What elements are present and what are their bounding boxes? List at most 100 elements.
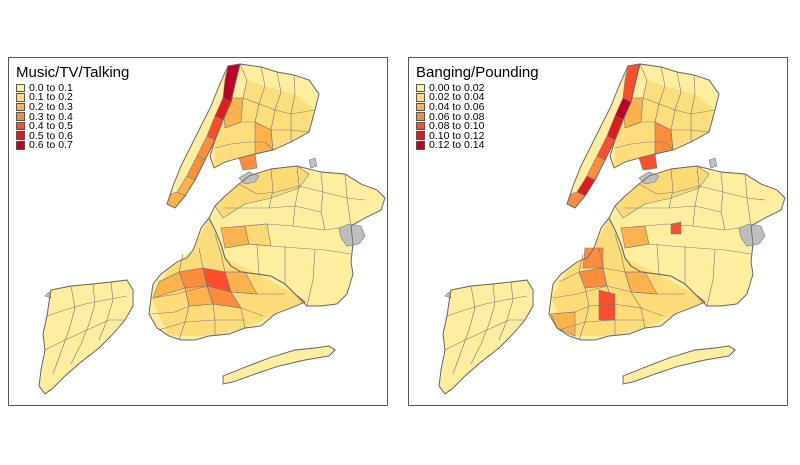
- legend-item: 0.5 to 0.6: [16, 131, 129, 141]
- legend-banging: Banging/Pounding 0.00 to 0.02 0.02 to 0.…: [416, 64, 539, 152]
- district-border: [214, 141, 274, 151]
- district-border: [320, 171, 326, 231]
- no-data-area: [238, 171, 260, 185]
- district-border: [656, 243, 660, 275]
- district-border: [98, 281, 114, 341]
- district-border: [44, 319, 125, 351]
- rockaway-borough-outline: [222, 345, 336, 385]
- district-border: [150, 303, 264, 317]
- no-data-area: [638, 171, 660, 185]
- legend-label: 0.3 to 0.4: [29, 110, 73, 123]
- district-border: [446, 295, 528, 317]
- district-border: [158, 267, 245, 283]
- district-border: [558, 267, 645, 283]
- staten-island-borough-outline: [38, 279, 134, 395]
- legend-swatch: [416, 102, 425, 112]
- rockaway-borough: [222, 345, 336, 385]
- legend-item: 0.6 to 0.7: [16, 140, 129, 151]
- district-border: [706, 249, 716, 307]
- no-data-area: [708, 157, 718, 169]
- choropleth-map-banging: [438, 63, 786, 395]
- legend-swatch: [16, 83, 25, 93]
- manhattan-borough-outline: [566, 63, 641, 209]
- queens-borough-outline: [608, 165, 786, 307]
- legend-item: 0.3 to 0.4: [16, 110, 129, 123]
- district-border: [238, 183, 366, 201]
- map-panel-banging: Banging/Pounding 0.00 to 0.02 0.02 to 0.…: [408, 57, 788, 406]
- legend-label: 0.02 to 0.04: [429, 91, 485, 104]
- district-border: [470, 283, 496, 365]
- rockaway-borough-outline: [622, 345, 736, 385]
- district-border: [552, 285, 685, 299]
- district-border: [624, 243, 752, 255]
- no-data-area: [308, 157, 318, 169]
- district-border: [152, 285, 285, 299]
- district-border: [558, 319, 645, 331]
- district-border: [625, 205, 722, 213]
- district-border: [306, 249, 316, 307]
- district-border: [498, 281, 514, 341]
- district-border: [639, 63, 648, 99]
- district-area: [670, 221, 682, 235]
- legend-swatch: [416, 141, 425, 150]
- legend-item: 0.10 to 0.12: [416, 131, 539, 141]
- legend-swatch: [16, 112, 25, 121]
- staten-island-borough: [438, 279, 534, 395]
- legend-item: 0.0 to 0.1: [16, 83, 129, 93]
- legend-swatch: [416, 131, 425, 141]
- district-border: [624, 121, 710, 133]
- legend-music: Music/TV/Talking 0.0 to 0.1 0.1 to 0.2 0…: [16, 64, 130, 151]
- legend-item: 0.02 to 0.04: [416, 91, 539, 104]
- legend-item: 0.12 to 0.14: [416, 139, 539, 152]
- staten-island-borough-outline: [438, 279, 534, 395]
- legend-swatch: [16, 131, 25, 141]
- legend-swatch: [16, 102, 25, 112]
- legend-label: 0.08 to 0.10: [429, 120, 485, 133]
- legend-swatch: [16, 93, 25, 102]
- map-layer: [438, 63, 786, 395]
- district-border: [692, 165, 700, 227]
- legend-item: 0.2 to 0.3: [16, 102, 129, 112]
- district-border: [70, 283, 96, 365]
- district-border: [654, 66, 666, 123]
- legend-swatch: [416, 93, 425, 102]
- legend-item: 0.00 to 0.02: [416, 83, 539, 93]
- district-border: [638, 183, 766, 201]
- legend-label: 0.10 to 0.12: [429, 129, 485, 142]
- legend-item: 0.08 to 0.10: [416, 121, 539, 131]
- district-border: [268, 168, 274, 209]
- legend-label: 0.06 to 0.08: [429, 110, 485, 123]
- legend-title: Banging/Pounding: [416, 64, 539, 81]
- legend-label: 0.12 to 0.14: [429, 139, 485, 152]
- district-area: [244, 223, 272, 247]
- district-border: [198, 247, 216, 336]
- district-border: [720, 171, 726, 231]
- legend-label: 0.0 to 0.1: [29, 81, 73, 94]
- legend-swatch: [16, 121, 25, 131]
- legend-title: Music/TV/Talking: [16, 64, 130, 81]
- choropleth-map-music: [38, 63, 386, 395]
- legend-swatch: [416, 83, 425, 93]
- district-border: [614, 141, 674, 151]
- district-border: [578, 253, 590, 341]
- district-border: [256, 243, 260, 275]
- legend-item: 0.04 to 0.06: [416, 102, 539, 112]
- map-panel-music: Music/TV/Talking 0.0 to 0.1 0.1 to 0.2 0…: [8, 57, 388, 406]
- district-border: [225, 205, 322, 213]
- legend-swatch: [16, 141, 25, 150]
- legend-label: 0.2 to 0.3: [29, 100, 73, 113]
- district-border: [598, 247, 616, 336]
- manhattan-borough-outline: [166, 63, 241, 209]
- queens-borough-outline: [208, 165, 386, 307]
- district-border: [452, 285, 476, 375]
- staten-island-borough: [38, 279, 134, 395]
- district-border: [178, 253, 190, 341]
- district-border: [668, 168, 674, 209]
- legend-item: 0.1 to 0.2: [16, 91, 129, 104]
- district-border: [550, 303, 664, 317]
- district-border: [224, 121, 310, 133]
- legend-label: 0.1 to 0.2: [29, 91, 73, 104]
- legend-label: 0.04 to 0.06: [429, 100, 485, 113]
- legend-item: 0.4 to 0.5: [16, 121, 129, 131]
- district-border: [224, 243, 352, 255]
